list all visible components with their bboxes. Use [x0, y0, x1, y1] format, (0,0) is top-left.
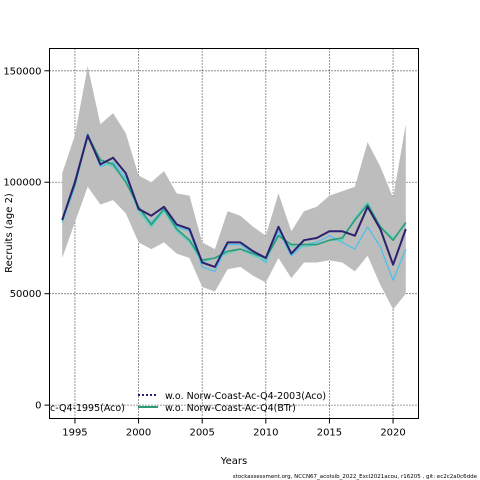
x-tick-label: 2010: [253, 428, 278, 439]
y-tick-label: 0: [35, 401, 41, 412]
footer-credit: stockassessment.org, NCCN67_acotsib_2022…: [233, 474, 478, 480]
series-lines: [61, 132, 407, 281]
series-line-1: [61, 134, 407, 268]
x-tick-label: 1995: [62, 428, 87, 439]
legend-label-1: w.o. Norw-Coast-Ac-Q4-2003(Aco): [165, 391, 326, 402]
legend: w.o. Norw-Coast-Ac-Q4-2003(Aco) w.o. Nor…: [50, 391, 326, 414]
confidence-band-area: [62, 66, 406, 310]
legend-partial-label: c-Q4-1995(Aco): [50, 403, 125, 414]
x-axis-label: Years: [220, 456, 247, 467]
y-tick-label: 50000: [10, 289, 42, 300]
y-tick-label: 150000: [3, 66, 41, 77]
x-axis-ticks: 1995 2000 2005 2010 2015 2020: [62, 418, 406, 439]
x-tick-label: 2020: [380, 428, 405, 439]
legend-label-2: w.o. Norw-Coast-Ac-Q4(BTr): [165, 403, 296, 414]
x-tick-label: 2015: [317, 428, 342, 439]
x-tick-label: 2000: [126, 428, 151, 439]
confidence-band: [62, 66, 406, 310]
y-axis-ticks: 0 50000 100000 150000: [3, 66, 50, 412]
y-axis-label: Recruits (age 2): [4, 193, 15, 273]
series-line-2: [61, 132, 407, 281]
y-tick-label: 100000: [3, 178, 41, 189]
x-tick-label: 2005: [189, 428, 214, 439]
series-line-3: [61, 134, 407, 262]
